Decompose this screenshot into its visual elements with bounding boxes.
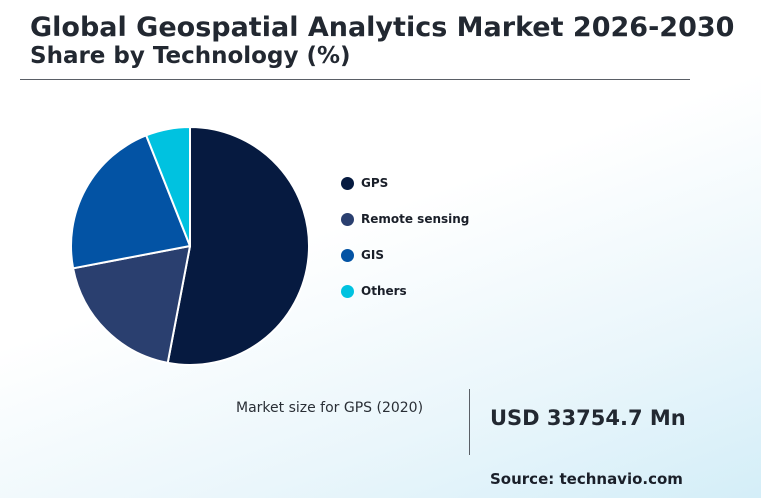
legend-swatch-gis <box>341 248 354 262</box>
header-divider <box>20 79 690 80</box>
pie-slice-gis <box>70 134 191 270</box>
legend-label-gps: GPS <box>361 176 389 190</box>
pie-slice-others <box>145 126 191 247</box>
legend-swatch-others <box>341 284 354 298</box>
legend-item-remote-sensing: Remote sensing <box>341 210 469 228</box>
legend-label-remote-sensing: Remote sensing <box>361 212 470 226</box>
legend-item-gps: GPS <box>341 174 469 192</box>
pie-slice-gps <box>166 126 310 366</box>
stat-label: Market size for GPS (2020) <box>236 400 424 416</box>
stat-divider <box>469 389 470 455</box>
legend-label-others: Others <box>361 284 407 298</box>
chart-legend: GPS Remote sensing GIS Others <box>341 174 469 318</box>
pie-slice-remote-sensing <box>72 245 191 364</box>
legend-swatch-gps <box>341 176 354 190</box>
legend-item-others: Others <box>341 282 469 300</box>
legend-swatch-remote-sensing <box>341 212 354 226</box>
chart-title: Global Geospatial Analytics Market 2026-… <box>30 12 735 43</box>
pie-chart <box>60 116 320 376</box>
legend-item-gis: GIS <box>341 246 469 264</box>
pie-svg <box>70 126 310 366</box>
chart-subtitle: Share by Technology (%) <box>30 43 351 69</box>
source-credit: Source: technavio.com <box>490 470 683 488</box>
legend-label-gis: GIS <box>361 248 384 262</box>
stat-value: USD 33754.7 Mn <box>490 406 686 430</box>
